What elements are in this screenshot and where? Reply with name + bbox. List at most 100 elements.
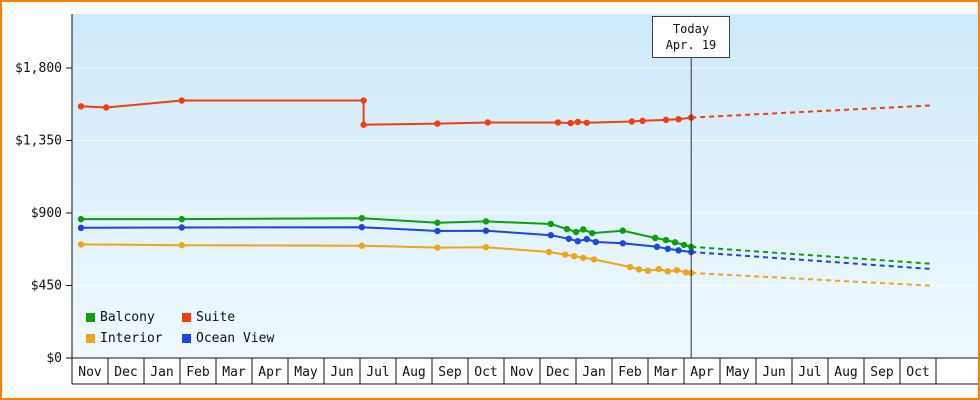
- y-axis-label: $900: [31, 206, 62, 221]
- data-point-interior: [664, 268, 671, 275]
- plot-background: [72, 14, 978, 358]
- legend-label: Interior: [100, 331, 163, 346]
- data-point-suite: [583, 119, 590, 126]
- data-point-balcony: [589, 229, 596, 237]
- data-point-ocean-view: [664, 245, 671, 252]
- x-axis-label: Jun: [762, 365, 785, 380]
- data-point-ocean-view: [653, 243, 661, 251]
- data-point-ocean-view: [583, 235, 590, 243]
- data-point-suite: [567, 119, 574, 127]
- x-axis-label: Mar: [222, 365, 246, 380]
- x-axis-label: Jul: [798, 365, 821, 380]
- data-point-ocean-view: [592, 238, 599, 246]
- data-point-suite: [639, 117, 646, 125]
- data-point-ocean-view: [77, 224, 85, 232]
- data-point-interior: [562, 251, 569, 258]
- data-point-balcony: [547, 220, 554, 228]
- data-point-ocean-view: [565, 235, 572, 242]
- legend-item-ocean-view: Ocean View: [182, 331, 274, 346]
- x-axis-label: Oct: [906, 365, 929, 380]
- today-label: Today: [672, 22, 710, 36]
- data-point-suite: [554, 119, 562, 126]
- x-axis-label: Apr: [258, 365, 282, 380]
- x-axis-label: Jul: [366, 365, 389, 380]
- legend-item-interior: Interior: [86, 331, 182, 346]
- series-projection-interior: [691, 271, 933, 287]
- data-point-suite: [360, 121, 367, 128]
- data-point-balcony: [563, 225, 571, 233]
- data-point-interior: [626, 263, 634, 271]
- interior-swatch-icon: [86, 334, 95, 343]
- legend-item-balcony: Balcony: [86, 310, 182, 325]
- data-point-interior: [635, 266, 643, 273]
- data-point-balcony: [434, 219, 441, 226]
- data-point-interior: [682, 269, 689, 276]
- x-axis-label: Mar: [654, 365, 678, 380]
- data-point-balcony: [619, 227, 626, 234]
- data-point-balcony: [652, 234, 659, 242]
- legend-label: Balcony: [100, 310, 155, 325]
- data-point-balcony: [482, 218, 490, 225]
- data-point-suite: [662, 116, 670, 124]
- x-axis-label: Feb: [618, 365, 642, 380]
- legend-item-suite: Suite: [182, 310, 274, 325]
- x-axis-label: Nov: [510, 365, 534, 380]
- x-axis-label: Sep: [438, 365, 462, 380]
- data-point-interior: [673, 266, 680, 274]
- data-point-interior: [434, 244, 441, 251]
- chart-legend: Balcony Suite Interior Ocean View: [86, 310, 274, 346]
- data-point-ocean-view: [434, 227, 441, 235]
- legend-label: Ocean View: [196, 331, 275, 346]
- data-point-ocean-view: [482, 227, 490, 234]
- x-axis-label: Aug: [834, 365, 857, 380]
- data-point-ocean-view: [675, 247, 682, 254]
- legend-label: Suite: [196, 310, 236, 325]
- data-point-balcony: [77, 215, 85, 223]
- balcony-swatch-icon: [86, 313, 95, 322]
- data-point-interior: [644, 267, 652, 274]
- data-point-balcony: [680, 241, 688, 249]
- data-point-interior: [178, 242, 185, 249]
- data-point-balcony: [671, 239, 679, 246]
- x-axis-label: Nov: [78, 365, 102, 380]
- data-point-suite: [574, 118, 581, 126]
- y-axis-label: $450: [31, 279, 62, 294]
- series-line-suite: [80, 99, 692, 126]
- today-annotation: Today Apr. 19: [652, 16, 730, 58]
- data-point-ocean-view: [547, 232, 554, 239]
- data-point-suite: [360, 97, 367, 104]
- x-axis-label: Apr: [690, 365, 714, 380]
- data-point-suite: [77, 103, 85, 110]
- x-axis-label: Sep: [870, 365, 894, 380]
- data-point-balcony: [662, 236, 670, 244]
- ocean-view-swatch-icon: [182, 334, 191, 343]
- data-point-ocean-view: [574, 237, 581, 245]
- data-point-suite: [628, 118, 635, 125]
- data-point-ocean-view: [178, 224, 185, 231]
- data-point-ocean-view: [358, 223, 365, 231]
- data-point-balcony: [572, 228, 580, 236]
- series-projection-balcony: [691, 245, 933, 265]
- suite-swatch-icon: [182, 313, 191, 322]
- series-line-balcony: [81, 217, 692, 248]
- data-point-ocean-view: [619, 240, 626, 247]
- data-point-interior: [580, 254, 587, 261]
- data-point-suite: [484, 119, 491, 126]
- series-projection-ocean-view: [691, 251, 933, 271]
- data-point-suite: [675, 116, 682, 123]
- data-point-interior: [571, 252, 578, 260]
- data-point-interior: [77, 241, 85, 248]
- today-date: Apr. 19: [665, 38, 717, 52]
- x-axis-label: May: [726, 365, 750, 380]
- data-point-suite: [178, 97, 185, 104]
- data-point-interior: [358, 242, 365, 249]
- series-projection-suite: [691, 104, 933, 119]
- data-point-suite: [103, 104, 110, 111]
- data-point-interior: [590, 256, 598, 263]
- data-point-balcony: [580, 226, 587, 233]
- data-point-interior: [482, 243, 490, 251]
- x-axis-label: Aug: [402, 365, 425, 380]
- x-axis-label: Dec: [546, 365, 569, 380]
- x-axis-label: Jun: [330, 365, 353, 380]
